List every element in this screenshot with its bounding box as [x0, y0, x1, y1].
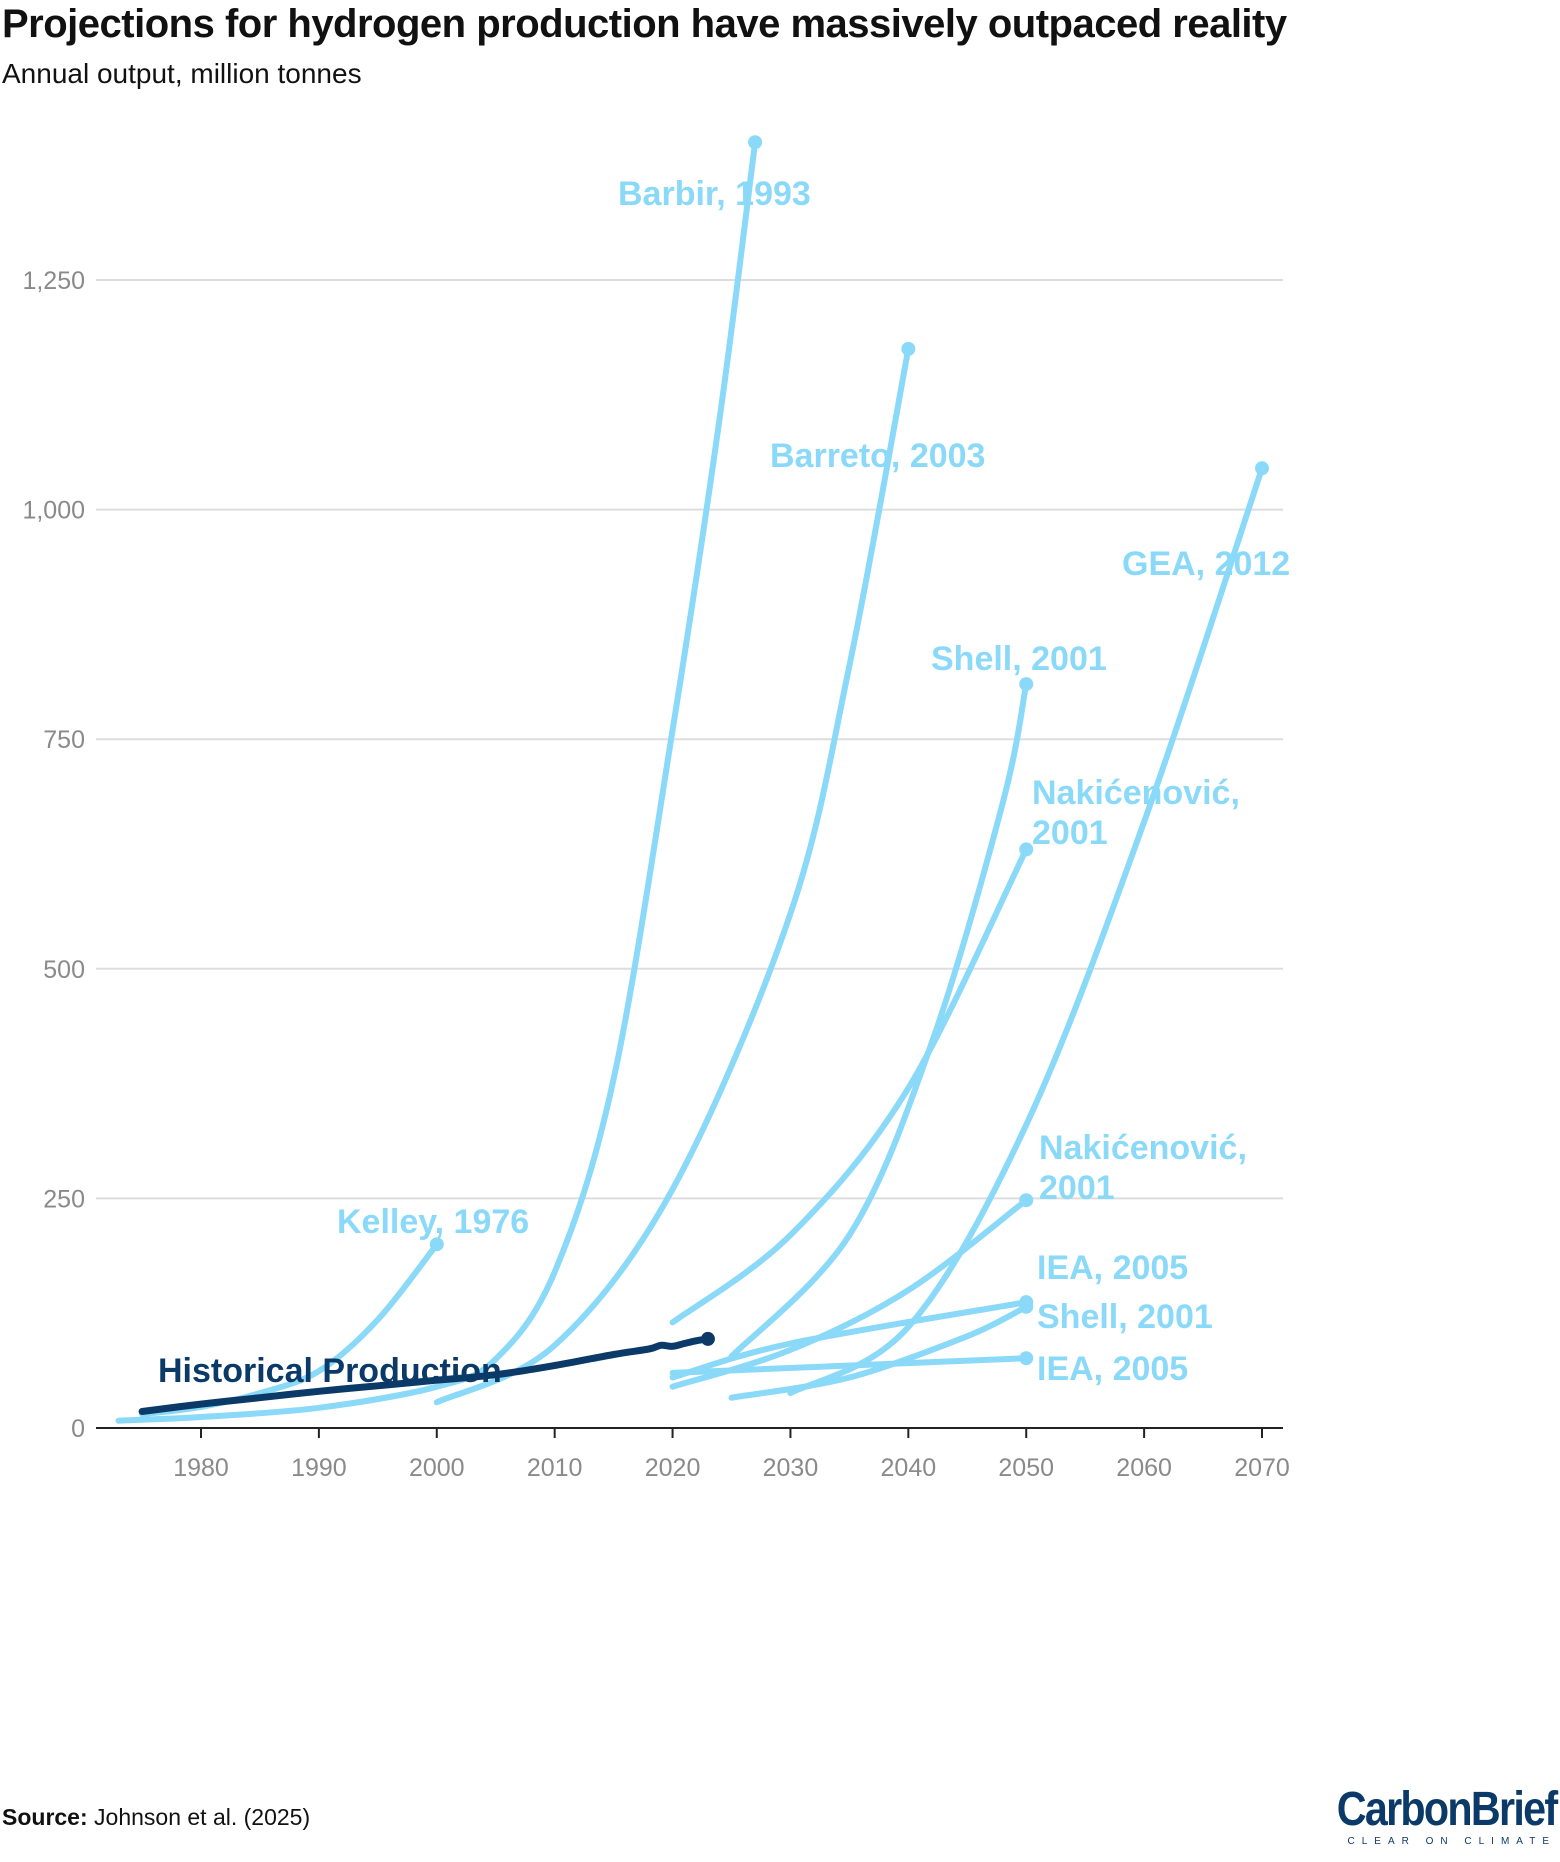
x-tick-label: 2050: [998, 1454, 1054, 1482]
logo-tagline: CLEAR ON CLIMATE: [1347, 1836, 1556, 1847]
y-tick-label: 0: [71, 1415, 85, 1443]
series-end-marker: [901, 341, 916, 356]
series-label-line: IEA, 2005: [1037, 1350, 1188, 1388]
series-end-marker: [1019, 1193, 1034, 1208]
series-end-marker: [700, 1331, 715, 1346]
y-tick-label: 1,000: [22, 497, 85, 525]
x-tick-label: 1990: [291, 1454, 347, 1482]
series-label-line: 2001: [1039, 1169, 1115, 1207]
series-line: [669, 1355, 1030, 1376]
series-end-marker: [748, 135, 763, 150]
logo-wordmark: CarbonBrief: [1336, 1783, 1557, 1836]
series-label: Barreto, 2003: [770, 437, 985, 475]
series-line: [669, 1299, 1030, 1381]
series-label-line: 2001: [1032, 814, 1108, 852]
series-end-marker: [1019, 1351, 1034, 1366]
chart-subtitle: Annual output, million tonnes: [2, 58, 362, 89]
y-tick-label: 1,250: [22, 267, 85, 295]
x-tick-label: 2020: [645, 1454, 701, 1482]
carbonbrief-logo: CarbonBrief CLEAR ON CLIMATE: [1301, 1783, 1557, 1848]
series-label: Nakićenović, 2001: [1039, 1129, 1247, 1207]
series-end-marker: [429, 1237, 444, 1252]
x-tick-label: 2070: [1234, 1454, 1290, 1482]
series-label-line: GEA, 2012: [1122, 545, 1290, 583]
series-label-line: Barbir, 1993: [618, 175, 811, 213]
series-label-line: Nakićenović,: [1039, 1129, 1247, 1167]
series-label: Kelley, 1976: [337, 1203, 529, 1241]
series-end-marker: [1019, 1299, 1034, 1314]
series-line: [787, 465, 1265, 1397]
series-label: Barbir, 1993: [618, 175, 811, 213]
y-tick-label: 500: [43, 956, 85, 984]
series-end-marker: [1019, 677, 1034, 692]
series-label: GEA, 2012: [1122, 545, 1290, 583]
series-labels: Kelley, 1976 Barbir, 1993 Barreto, 2003 GEA…: [158, 175, 1290, 1390]
series-end-marker: [1255, 461, 1269, 476]
source-label: Source:: [2, 1804, 88, 1830]
gridlines: [96, 279, 1283, 1200]
x-tick-label: 2060: [1116, 1454, 1172, 1482]
series-line: [115, 139, 759, 1424]
x-tick-label: 2010: [527, 1454, 583, 1482]
x-tick-label: 2000: [409, 1454, 465, 1482]
series-label: Shell, 2001: [931, 640, 1107, 678]
series-label: Shell, 2001: [1037, 1298, 1213, 1336]
source-text: Johnson et al. (2025): [94, 1804, 311, 1830]
x-tick-label: 2030: [763, 1454, 819, 1482]
series-line: [728, 681, 1030, 1360]
x-tick-label: 1980: [173, 1454, 229, 1482]
series-label-line: Barreto, 2003: [770, 437, 985, 475]
series-label-line: Nakićenović,: [1032, 774, 1240, 812]
series-label-line: Kelley, 1976: [337, 1203, 529, 1241]
series-line: [669, 846, 1030, 1326]
series-end-marker: [1019, 842, 1034, 857]
series-label: Nakićenović, 2001: [1032, 774, 1240, 852]
x-tick-label: 2040: [881, 1454, 937, 1482]
series-label-line: Historical Production: [158, 1352, 502, 1390]
y-tick-label: 250: [43, 1185, 85, 1213]
series-label: IEA, 2005: [1037, 1249, 1188, 1287]
source-note: Source: Johnson et al. (2025): [2, 1804, 310, 1831]
chart-title: Projections for hydrogen production have…: [2, 2, 1287, 46]
axes: 0 250 500 750 1,000 1,250 1980 1990 2000 2010 2020…: [22, 267, 1289, 1482]
series-label-line: Shell, 2001: [1037, 1298, 1213, 1336]
series-line: [433, 345, 912, 1406]
y-tick-label: 750: [43, 726, 85, 754]
series-label-line: Shell, 2001: [931, 640, 1107, 678]
series-label: Historical Production: [158, 1352, 502, 1390]
series-line: [138, 1335, 712, 1415]
series-label: IEA, 2005: [1037, 1350, 1188, 1388]
series-label-line: IEA, 2005: [1037, 1249, 1188, 1287]
series-lines: [115, 135, 1269, 1424]
